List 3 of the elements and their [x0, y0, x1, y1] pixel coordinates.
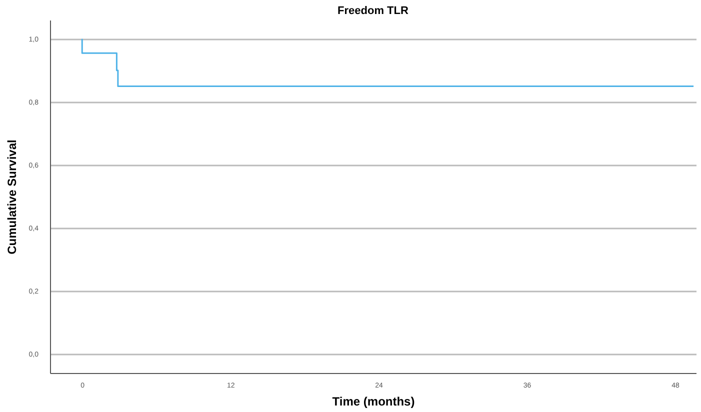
chart-title: Freedom TLR [338, 5, 408, 17]
x-axis-title: Time (months) [332, 394, 415, 408]
y-axis-title: Cumulative Survival [4, 140, 19, 254]
